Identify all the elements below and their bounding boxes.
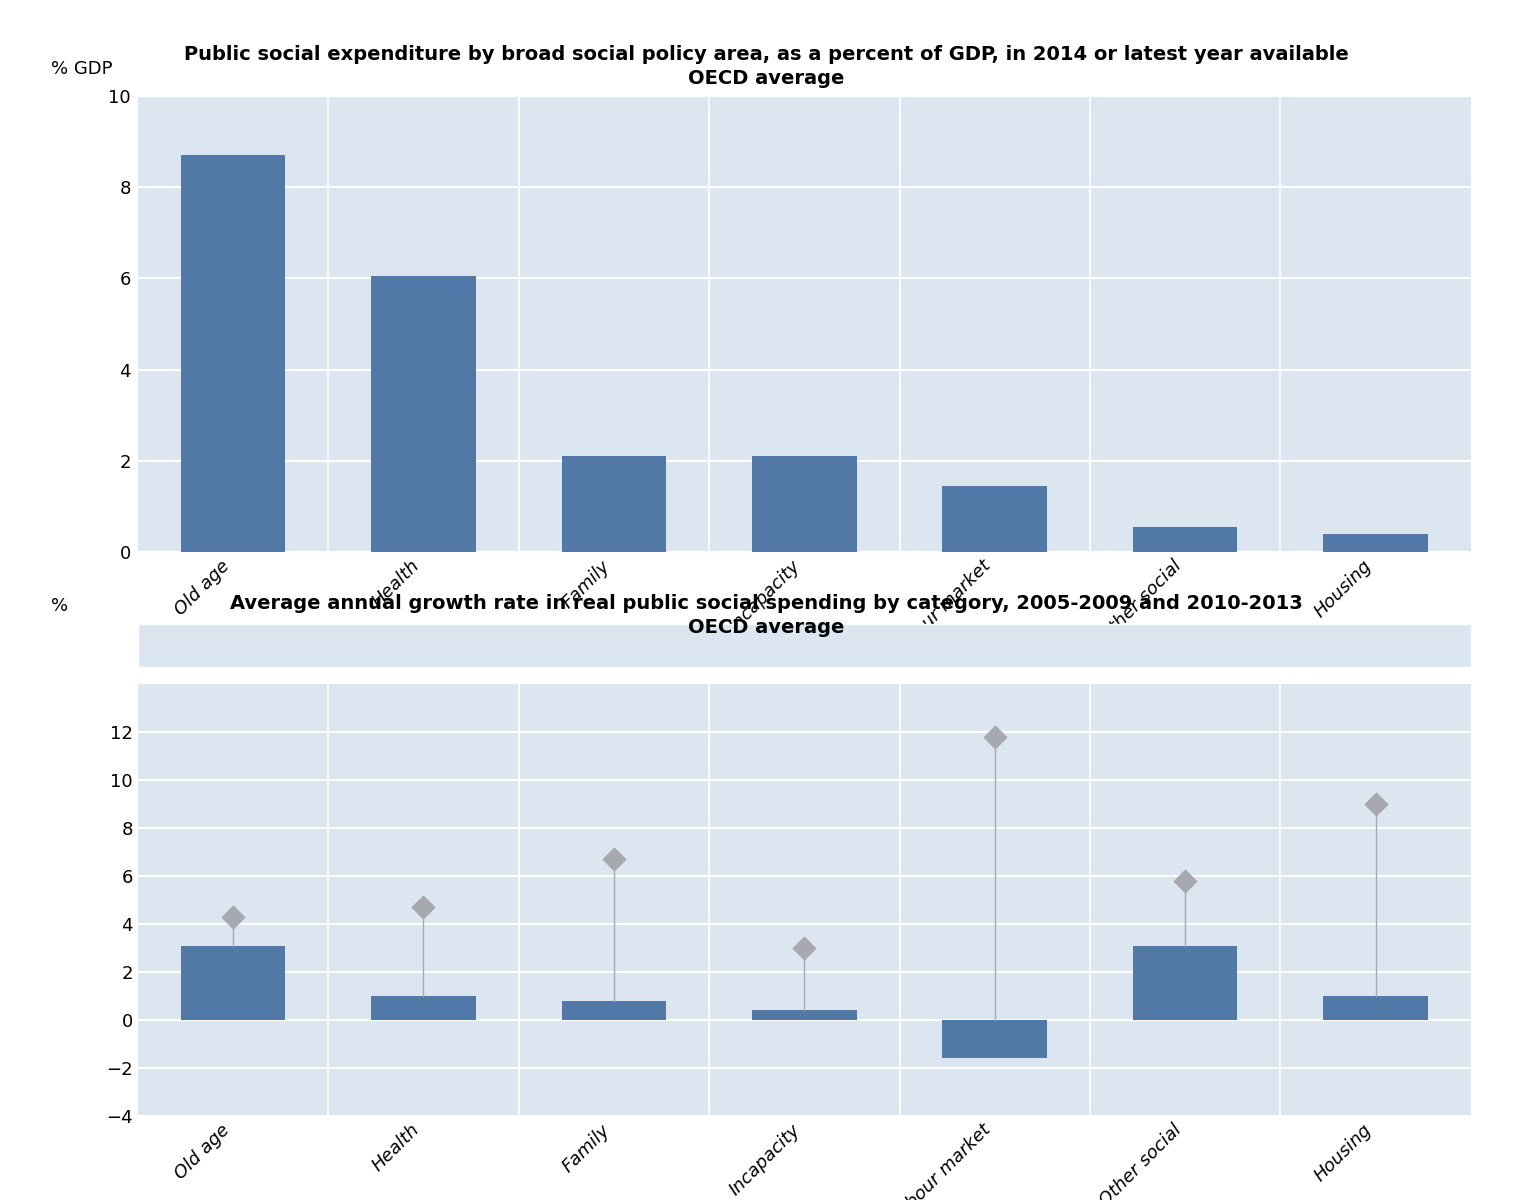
Bar — [1324, 996, 1428, 1020]
Point — [411, 898, 435, 917]
Point — [1174, 871, 1198, 890]
Bar — [1324, 534, 1428, 552]
Text: % GDP: % GDP — [51, 60, 113, 78]
Text: OECD average: OECD average — [688, 618, 844, 637]
Legend: 2010-2013/14, 2005-2009: 2010-2013/14, 2005-2009 — [625, 628, 984, 664]
Point — [221, 907, 245, 926]
Bar — [371, 276, 476, 552]
Bar — [181, 155, 285, 552]
Bar — [752, 456, 856, 552]
Bar — [562, 456, 666, 552]
Text: %: % — [51, 596, 69, 614]
Bar — [942, 1020, 1046, 1058]
Point — [982, 727, 1007, 746]
Bar — [181, 946, 285, 1020]
Bar — [752, 1010, 856, 1020]
Bar — [371, 996, 476, 1020]
FancyBboxPatch shape — [138, 624, 1471, 667]
Bar — [562, 1001, 666, 1020]
Bar — [1132, 527, 1238, 552]
Text: OECD average: OECD average — [688, 68, 844, 88]
Bar — [1132, 946, 1238, 1020]
Point — [1363, 794, 1388, 814]
Text: Average annual growth rate in real public social spending by category, 2005-2009: Average annual growth rate in real publi… — [230, 594, 1302, 613]
Point — [602, 850, 627, 869]
Point — [792, 938, 817, 958]
Text: Public social expenditure by broad social policy area, as a percent of GDP, in 2: Public social expenditure by broad socia… — [184, 44, 1348, 64]
Bar — [942, 486, 1046, 552]
